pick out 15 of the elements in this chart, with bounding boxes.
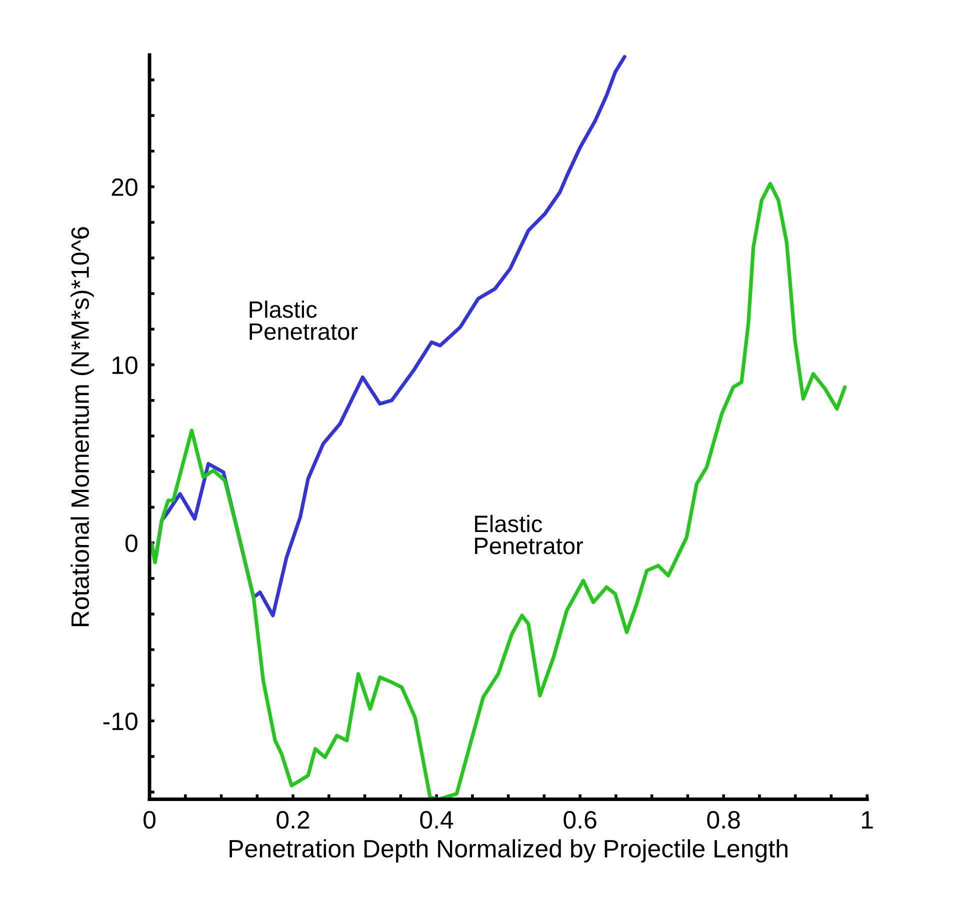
x-tick-label: 0.4 [420,811,454,829]
y-tick-label: 20 [112,178,138,196]
x-tick-label: 0.6 [564,811,596,829]
series-label: Plastic Penetrator [250,300,358,340]
y-tick-label: -10 [103,712,138,730]
y-axis-title: Rotational Momentum (N*M*s)*10^6 [70,227,94,626]
y-tick-label: 0 [125,534,138,552]
x-axis-title: Penetration Depth Normalized by Projectile Length [230,839,788,863]
line-series [150,182,847,800]
x-tick-label: 0.8 [707,811,740,829]
x-tick-label: 1 [862,811,873,828]
x-tick-label: 0.2 [276,811,310,829]
series-label: Elastic Penetrator [475,514,584,554]
y-tick-label: 10 [112,356,138,374]
x-tick-label: 0 [144,811,156,829]
